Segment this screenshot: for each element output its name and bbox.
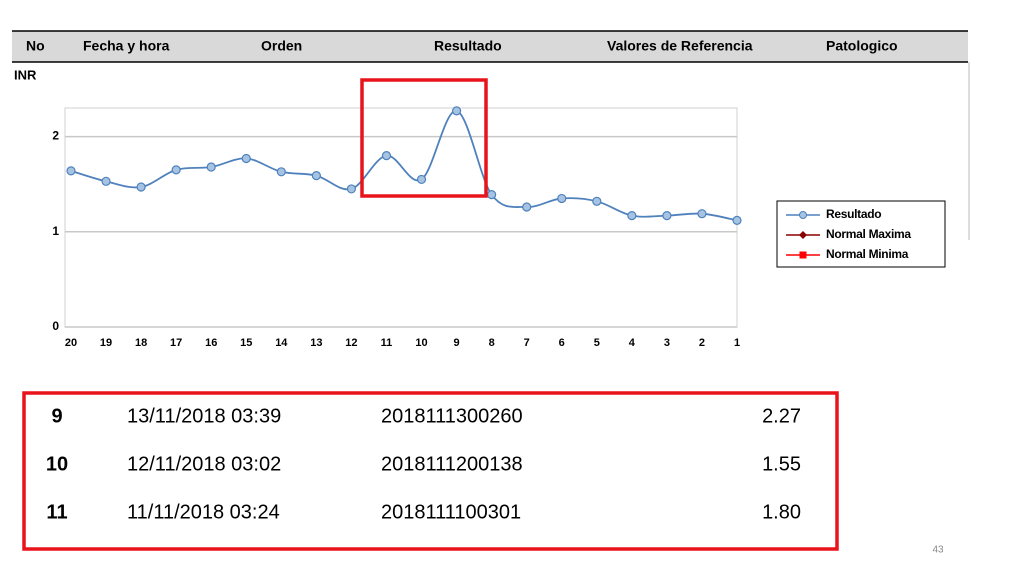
data-point xyxy=(101,176,111,186)
x-tick-label: 14 xyxy=(275,337,288,349)
row-date: 12/11/2018 03:02 xyxy=(127,453,281,475)
column-header: No xyxy=(26,38,45,54)
legend-label: Normal Maxima xyxy=(826,227,911,241)
header-bar xyxy=(12,31,968,62)
row-order: 2018111100301 xyxy=(381,501,521,523)
x-tick-label: 6 xyxy=(559,337,565,349)
legend-marker xyxy=(799,231,807,239)
data-point xyxy=(171,165,181,175)
x-tick-label: 5 xyxy=(594,337,600,349)
data-point xyxy=(66,166,76,176)
x-tick-label: 1 xyxy=(734,337,740,349)
row-result: 1.55 xyxy=(762,453,801,475)
x-tick-label: 10 xyxy=(415,337,427,349)
table: 9 13/11/2018 03:39 2018111300260 2.27 10 12/1… xyxy=(46,405,801,523)
x-tick-label: 20 xyxy=(65,337,77,349)
x-tick-label: 19 xyxy=(100,337,112,349)
data-point xyxy=(557,193,567,204)
series-line xyxy=(70,109,738,222)
x-tick-label: 18 xyxy=(135,337,147,349)
row-number: 11 xyxy=(46,501,67,523)
x-tick-label: 16 xyxy=(205,337,217,349)
data-point xyxy=(416,174,427,185)
data-point xyxy=(276,167,286,177)
column-header: Fecha y hora xyxy=(83,38,170,54)
data-point xyxy=(346,184,357,194)
data-point xyxy=(592,196,602,206)
x-tick-label: 11 xyxy=(381,337,393,349)
highlight-box xyxy=(360,78,488,198)
row-date: 11/11/2018 03:24 xyxy=(127,501,280,523)
y-tick-label: 0 xyxy=(52,319,59,333)
plot-area xyxy=(64,107,738,328)
data-point xyxy=(311,171,321,181)
y-tick-label: 2 xyxy=(52,129,59,143)
data-point xyxy=(136,182,146,192)
x-tick-label: 9 xyxy=(454,337,460,349)
row-number: 9 xyxy=(51,405,62,427)
data-point xyxy=(451,106,462,116)
data-point xyxy=(206,162,216,172)
column-header: Valores de Referencia xyxy=(607,38,753,54)
column-header: Patologico xyxy=(826,38,898,54)
row-date: 13/11/2018 03:39 xyxy=(127,405,281,427)
column-header: Resultado xyxy=(434,38,502,54)
legend-entries: Resultado Normal Maxima Normal Minima xyxy=(786,207,912,261)
x-tick-label: 17 xyxy=(170,337,182,349)
x-tick-label: 8 xyxy=(489,337,495,349)
data-point xyxy=(697,209,707,219)
slide-number: 43 xyxy=(932,545,944,556)
x-tick-label: 13 xyxy=(310,337,322,349)
data-point xyxy=(241,153,251,164)
legend-marker xyxy=(799,211,807,219)
data-point xyxy=(487,190,497,200)
x-tick-label: 4 xyxy=(629,337,636,349)
legend-marker xyxy=(799,251,807,259)
row-result: 2.27 xyxy=(762,405,801,427)
row-result: 1.80 xyxy=(762,501,801,523)
legend-label: Normal Minima xyxy=(826,247,909,261)
data-point xyxy=(662,210,672,221)
table-highlight-box xyxy=(22,391,839,551)
data-point xyxy=(522,202,532,212)
row-order: 2018111300260 xyxy=(381,405,523,427)
data-point xyxy=(627,210,637,221)
y-axis-label: INR xyxy=(14,67,37,82)
legend-label: Resultado xyxy=(826,207,881,221)
data-point xyxy=(732,215,742,225)
y-tick-label: 1 xyxy=(52,224,59,238)
row-number: 10 xyxy=(46,453,68,475)
x-tick-label: 15 xyxy=(240,337,252,349)
column-header: Orden xyxy=(261,38,302,54)
x-tick-label: 2 xyxy=(699,337,705,349)
x-tick-label: 12 xyxy=(345,337,357,349)
x-tick-label: 7 xyxy=(524,337,530,349)
x-tick-label: 3 xyxy=(664,337,670,349)
row-order: 2018111200138 xyxy=(381,453,523,475)
data-point xyxy=(381,151,392,161)
